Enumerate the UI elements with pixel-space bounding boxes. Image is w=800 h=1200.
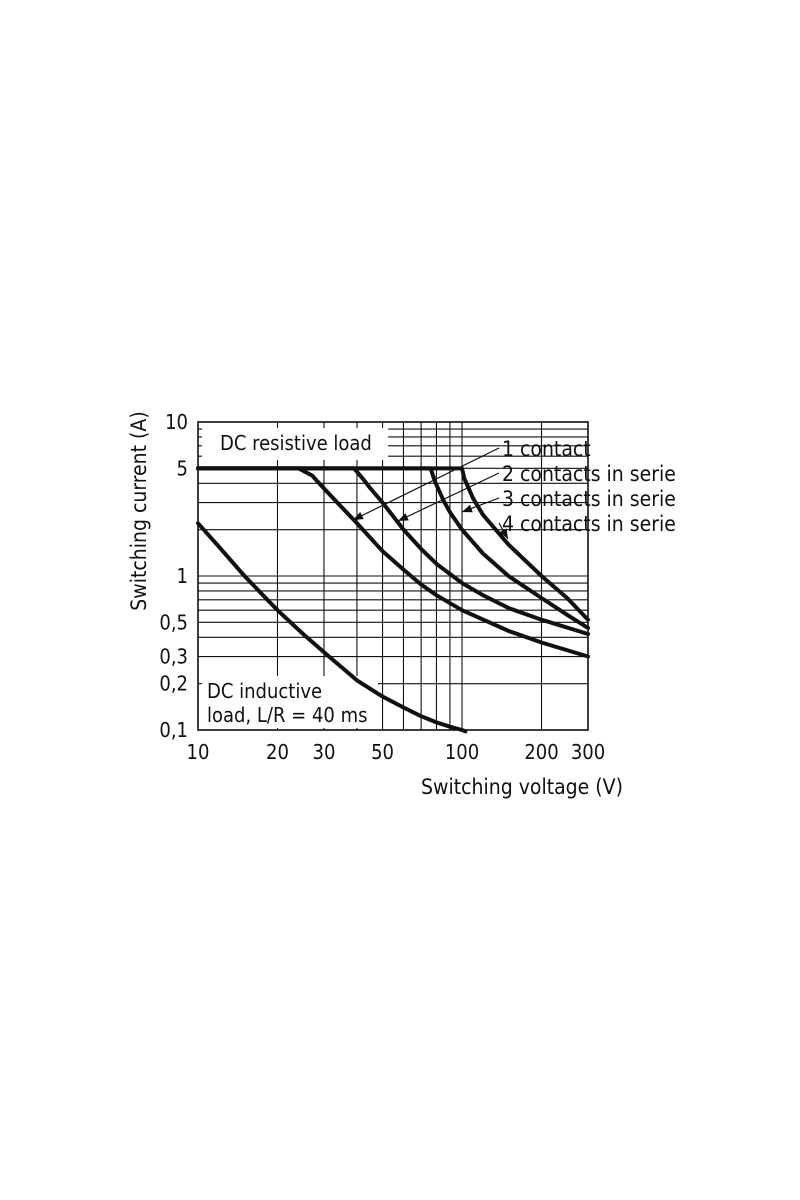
series-line-5 — [196, 521, 468, 734]
annotation-resistive-load: DC resistive load — [220, 431, 372, 455]
series-line-2 — [196, 466, 590, 636]
x-tick-label: 200 — [524, 740, 558, 764]
legend-leader-line — [397, 472, 500, 522]
legend-entry: 2 contacts in serie — [502, 462, 676, 486]
x-tick-labels: 10 20 30 50 100 200 300 — [187, 740, 606, 764]
x-tick-label: 10 — [187, 740, 210, 764]
x-tick-label: 50 — [371, 740, 394, 764]
x-tick-label: 20 — [266, 740, 289, 764]
legend-arrowhead — [499, 528, 508, 539]
x-tick-label: 30 — [313, 740, 336, 764]
annotation-inductive-line1: DC inductive — [207, 679, 322, 703]
legend-arrowhead — [462, 504, 473, 513]
legend-entry: 1 contact — [502, 437, 591, 461]
y-tick-label: 1 — [177, 564, 188, 588]
x-tick-label: 300 — [571, 740, 605, 764]
y-tick-label: 0,1 — [159, 718, 188, 742]
y-tick-labels: 10 5 1 0,5 0,3 0,2 0,1 — [159, 410, 188, 742]
y-tick-label: 0,3 — [159, 645, 188, 669]
annotation-inductive-line2: load, L/R = 40 ms — [207, 703, 367, 727]
resistive-label-mask — [202, 428, 388, 460]
x-tick-label: 100 — [445, 740, 479, 764]
y-tick-label: 5 — [177, 456, 188, 480]
plot-frame — [197, 421, 589, 731]
grid — [198, 422, 588, 730]
y-tick-label: 0,5 — [159, 610, 188, 634]
series-line-1 — [196, 466, 590, 659]
series-curves — [196, 466, 590, 734]
legend-entry: 4 contacts in serie — [502, 512, 676, 536]
y-axis-label: Switching current (A) — [127, 411, 151, 610]
y-tick-label: 0,2 — [159, 672, 188, 696]
x-axis-label: Switching voltage (V) — [421, 775, 623, 799]
legend-arrowhead — [398, 513, 409, 521]
series-line-4 — [196, 466, 590, 622]
y-tick-label: 10 — [165, 410, 188, 434]
legend-arrowhead — [353, 511, 364, 520]
series-line-3 — [196, 466, 590, 630]
legend-entry: 3 contacts in serie — [502, 487, 676, 511]
inductive-label-mask — [202, 676, 378, 728]
legend-leader-line — [352, 447, 500, 521]
